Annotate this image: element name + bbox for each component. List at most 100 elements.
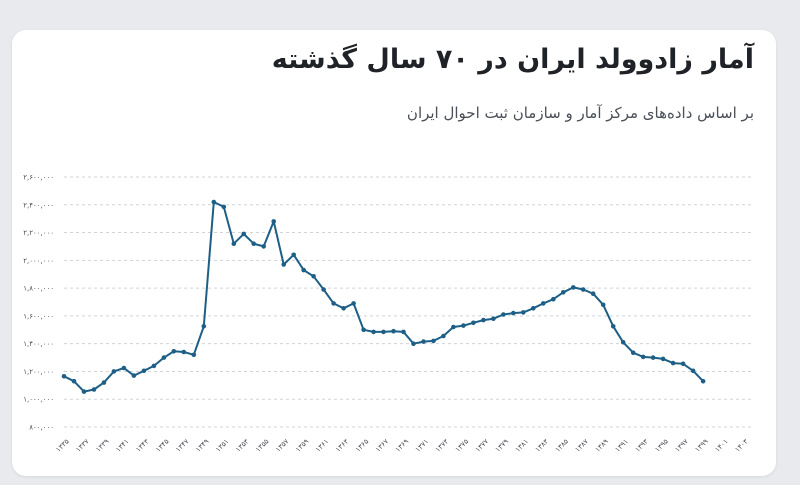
y-axis-ticks: ۸۰۰,۰۰۰ ۱,۰۰۰,۰۰۰ ۱,۲۰۰,۰۰۰ ۱,۴۰۰,۰۰۰ ۱,۶۰۰,… xyxy=(23,174,54,432)
data-point xyxy=(371,329,376,335)
data-point xyxy=(431,338,436,344)
data-point xyxy=(341,306,346,311)
data-point xyxy=(271,219,277,224)
data-point xyxy=(121,365,127,371)
x-tick-label: ۱۳۳۵ xyxy=(54,437,70,453)
y-tick-label: ۲,۶۰۰,۰۰۰ xyxy=(23,174,54,182)
x-tick-label: ۱۳۹۱ xyxy=(614,437,630,453)
x-tick-label: ۱۳۶۳ xyxy=(334,437,350,453)
data-point xyxy=(241,231,246,237)
x-tick-label: ۱۳۷۵ xyxy=(454,437,470,453)
x-tick-label: ۱۳۴۵ xyxy=(154,437,170,453)
series-line xyxy=(63,201,704,393)
data-point xyxy=(471,320,476,326)
data-point xyxy=(690,368,696,374)
x-tick-label: ۱۳۳۷ xyxy=(74,437,90,453)
x-tick-label: ۱۳۸۱ xyxy=(514,437,530,453)
data-point xyxy=(411,341,416,347)
data-point xyxy=(221,204,227,210)
y-tick-label: ۱,۴۰۰,۰۰۰ xyxy=(23,340,54,348)
data-point xyxy=(620,340,626,345)
data-point xyxy=(181,349,187,355)
x-tick-label: ۱۳۴۹ xyxy=(194,437,210,453)
data-point xyxy=(461,323,466,328)
data-point xyxy=(700,378,706,384)
y-tick-label: ۲,۲۰۰,۰۰۰ xyxy=(23,229,54,237)
x-tick-label: ۱۳۶۹ xyxy=(394,437,410,453)
y-tick-label: ۱,۰۰۰,۰۰۰ xyxy=(23,396,54,404)
data-point xyxy=(211,199,217,205)
data-point xyxy=(161,355,167,360)
data-point xyxy=(600,302,606,308)
data-point xyxy=(71,378,77,384)
page-subtitle: بر اساس داده‌های مرکز آمار و سازمان ثبت … xyxy=(406,104,754,122)
line-chart: ۸۰۰,۰۰۰ ۱,۰۰۰,۰۰۰ ۱,۲۰۰,۰۰۰ ۱,۴۰۰,۰۰۰ ۱,۶۰۰,… xyxy=(23,174,753,454)
data-point xyxy=(590,291,596,297)
x-tick-label: ۱۳۵۹ xyxy=(294,437,310,453)
x-tick-label: ۱۴۰۱ xyxy=(713,437,729,453)
data-point xyxy=(101,380,107,385)
data-point xyxy=(511,310,516,316)
data-point xyxy=(111,369,117,374)
x-tick-label: ۱۳۴۱ xyxy=(114,437,130,453)
data-point xyxy=(351,301,356,306)
data-point xyxy=(281,262,287,267)
x-tick-label: ۱۳۹۵ xyxy=(654,437,670,453)
data-point xyxy=(441,333,446,339)
data-point xyxy=(321,287,326,292)
y-tick-label: ۱,۲۰۰,۰۰۰ xyxy=(23,368,54,376)
x-tick-label: ۱۴۰۳ xyxy=(733,437,749,453)
data-point xyxy=(391,328,396,334)
data-point xyxy=(670,360,676,366)
data-point xyxy=(491,316,496,322)
data-point xyxy=(650,355,656,360)
data-point xyxy=(231,241,237,246)
x-tick-label: ۱۳۸۹ xyxy=(594,437,610,453)
data-point xyxy=(561,290,566,295)
x-tick-label: ۱۳۹۳ xyxy=(634,437,650,453)
y-tick-label: ۲,۰۰۰,۰۰۰ xyxy=(23,257,54,265)
data-point xyxy=(201,324,207,329)
data-point xyxy=(381,329,386,335)
chart-card: آمار زادوولد ایران در ۷۰ سال گذشته بر اس… xyxy=(12,30,776,476)
data-point xyxy=(501,312,506,317)
data-point xyxy=(251,241,256,246)
data-point xyxy=(531,306,536,311)
data-point xyxy=(331,301,336,306)
y-tick-label: ۲,۴۰۰,۰۰۰ xyxy=(23,201,54,209)
page-title: آمار زادوولد ایران در ۷۰ سال گذشته xyxy=(271,44,754,75)
data-point xyxy=(361,327,366,333)
data-point xyxy=(610,324,616,329)
grid-lines xyxy=(64,176,753,428)
x-tick-label: ۱۳۴۳ xyxy=(134,437,150,453)
x-tick-label: ۱۳۶۷ xyxy=(374,437,390,453)
x-tick-label: ۱۳۵۳ xyxy=(234,437,250,453)
data-point xyxy=(61,374,67,379)
data-point xyxy=(131,373,137,378)
data-point xyxy=(261,244,266,249)
data-point xyxy=(401,329,406,335)
x-tick-label: ۱۳۸۷ xyxy=(574,437,590,453)
data-point xyxy=(151,363,157,369)
data-point xyxy=(630,350,636,356)
data-point xyxy=(81,389,87,394)
data-point xyxy=(421,339,426,344)
x-tick-label: ۱۳۷۳ xyxy=(434,437,450,453)
data-point xyxy=(311,274,316,279)
data-point xyxy=(521,310,526,315)
data-point xyxy=(141,368,147,374)
x-tick-label: ۱۳۷۹ xyxy=(494,437,510,453)
x-tick-label: ۱۳۷۷ xyxy=(474,437,490,453)
x-axis-ticks: ۱۳۳۵ ۱۳۳۷ ۱۳۳۹ ۱۳۴۱ ۱۳۴۳ ۱۳۴۵ ۱۳۴۷ ۱۳۴۹ ۱۳۵۱ ۱۳۵۳… xyxy=(54,437,749,453)
data-point xyxy=(571,285,576,290)
series-points xyxy=(61,199,706,394)
data-point xyxy=(551,296,556,302)
x-tick-label: ۱۳۹۷ xyxy=(674,437,690,453)
y-tick-label: ۸۰۰,۰۰۰ xyxy=(29,424,54,432)
data-point xyxy=(680,361,686,367)
data-point xyxy=(191,352,197,358)
data-point xyxy=(541,301,546,306)
x-tick-label: ۱۳۹۹ xyxy=(694,437,710,453)
data-point xyxy=(171,349,177,354)
x-tick-label: ۱۳۸۳ xyxy=(534,437,550,453)
